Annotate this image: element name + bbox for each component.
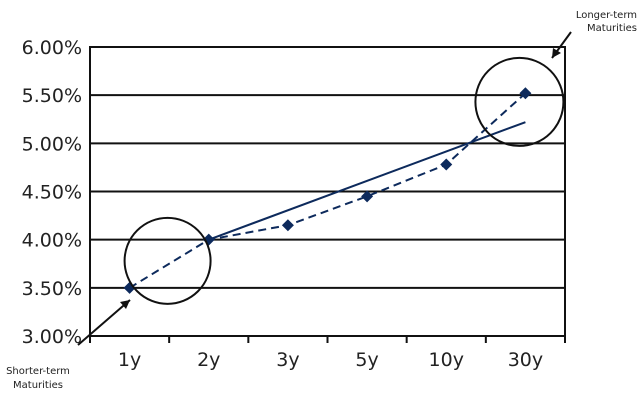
- dashed-yield-curve: [129, 92, 527, 289]
- shorter-term-highlight-circle: [123, 216, 212, 305]
- y-tick-label: 4.50%: [22, 182, 82, 204]
- y-tick-label: 5.50%: [22, 85, 82, 107]
- longer-term-arrowhead: [552, 48, 561, 58]
- y-tick-label: 5.00%: [22, 133, 82, 155]
- x-tick-label: 30y: [508, 349, 543, 371]
- x-tick-label: 1y: [118, 349, 141, 371]
- data-point-10y: [440, 158, 453, 171]
- y-tick-label: 3.00%: [22, 326, 82, 348]
- shorter-term-arrowhead: [120, 300, 130, 309]
- x-tick-label: 3y: [276, 349, 299, 371]
- shorter-term-label: Shorter-term: [6, 366, 70, 377]
- x-axis-tick-labels: 1y 2y 3y 5y 10y 30y: [118, 349, 543, 371]
- data-point-30y: [519, 87, 532, 100]
- data-point-5y: [361, 190, 374, 203]
- longer-term-label: Maturities: [587, 23, 637, 34]
- x-tick-label: 10y: [429, 349, 464, 371]
- y-tick-label: 3.50%: [22, 278, 82, 300]
- grid-lines: [90, 46, 565, 337]
- y-tick-label: 4.00%: [22, 230, 82, 252]
- x-tick-label: 2y: [197, 349, 220, 371]
- longer-term-label: Longer-term: [576, 10, 637, 21]
- shorter-term-label: Maturities: [13, 380, 63, 391]
- axes: [89, 46, 566, 343]
- y-tick-label: 6.00%: [22, 37, 82, 59]
- shorter-term-arrow: [77, 299, 131, 346]
- solid-trend-line: [208, 121, 526, 241]
- annotations-group: Longer-term Maturities Shorter-term Maturit…: [6, 10, 637, 391]
- y-axis-tick-labels: 3.00% 3.50% 4.00% 4.50% 5.00% 5.50% 6.00%: [22, 37, 82, 348]
- x-tick-label: 5y: [355, 349, 378, 371]
- data-point-3y: [281, 219, 294, 232]
- longer-term-highlight-circle: [474, 56, 565, 147]
